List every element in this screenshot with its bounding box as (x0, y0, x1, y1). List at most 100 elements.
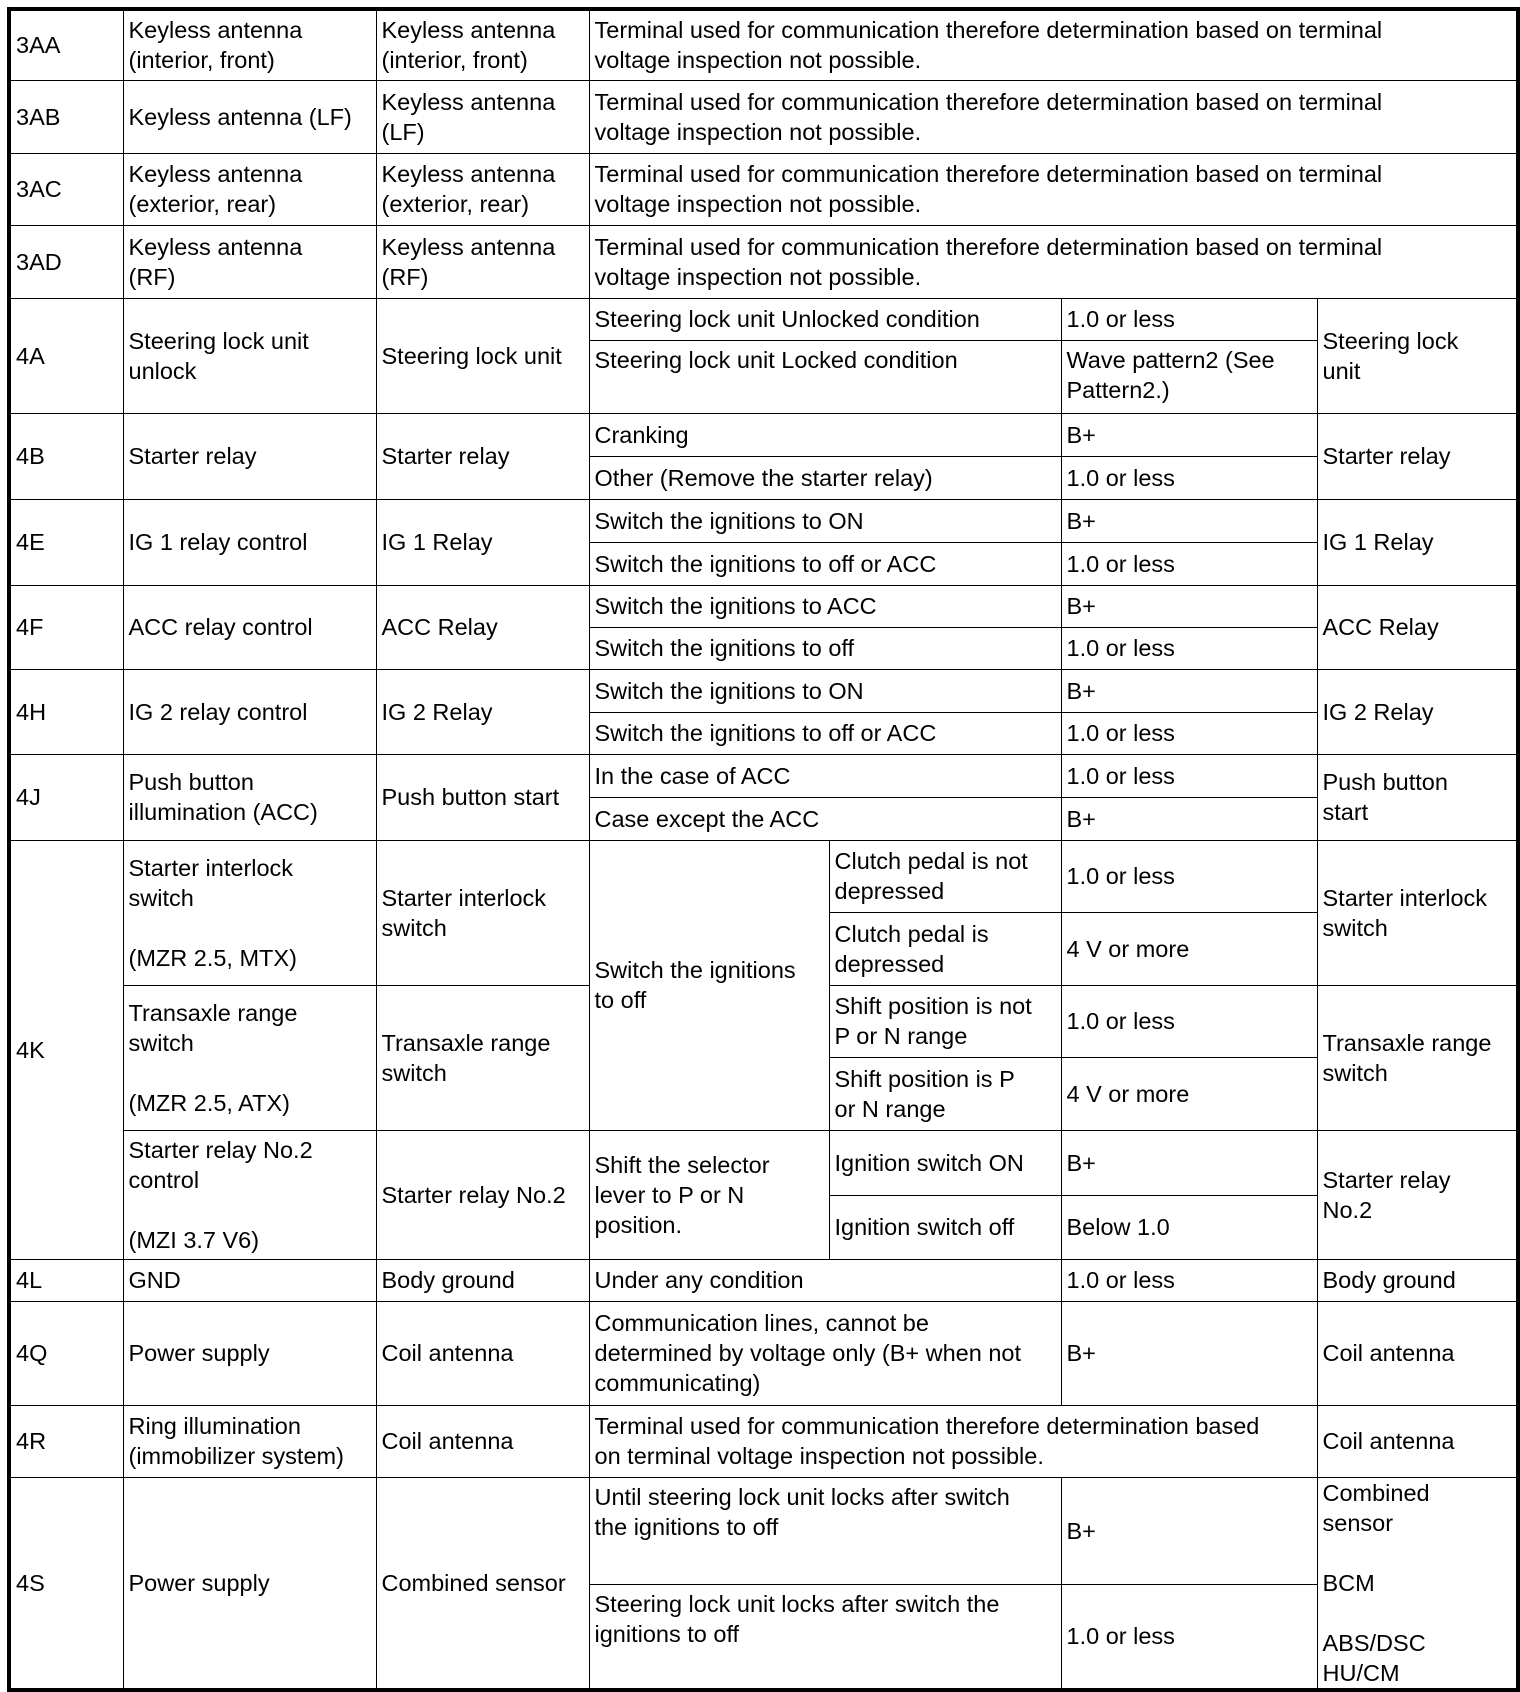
voltage-cell: 1.0 or less (1060, 541, 1318, 586)
inspection-cell: Starter relay (1316, 412, 1519, 500)
connected-to-cell: Keyless antenna (exterior, rear) (375, 152, 590, 226)
table-row: 4E IG 1 relay control IG 1 Relay Switch … (8, 498, 1519, 586)
connected-to-cell: IG 2 Relay (375, 668, 590, 755)
connected-to-cell: Keyless antenna (LF) (375, 79, 590, 154)
terminal-cell: 3AC (8, 152, 124, 226)
table-row: 4A Steering lock unit unlock Steering lo… (8, 297, 1519, 414)
table-row: 4B Starter relay Starter relay Cranking … (8, 412, 1519, 500)
table-row: Transaxle range switch (MZR 2.5, ATX) Tr… (9, 984, 1519, 1131)
table-row: 3AA Keyless antenna (interior, front) Ke… (8, 8, 1519, 81)
case-cell: Shift position is P or N range (828, 1056, 1062, 1131)
connected-to-cell: IG 1 Relay (375, 498, 590, 586)
terminal-cell: 4A (8, 297, 124, 414)
terminal-cell: 4J (8, 753, 124, 841)
voltage-cell: Below 1.0 (1060, 1194, 1318, 1260)
table-row: 4H IG 2 relay control IG 2 Relay Switch … (8, 668, 1519, 755)
voltage-cell: 1.0 or less (1060, 984, 1318, 1058)
voltage-cell: Wave pattern2 (See Pattern2.) (1060, 339, 1318, 414)
condition-cell: Switch the ignitions to off (588, 839, 830, 1131)
table-row: 4F ACC relay control ACC Relay Switch th… (8, 584, 1519, 670)
connected-to-cell: Push button start (375, 753, 590, 841)
signal-cell: Keyless antenna (exterior, rear) (122, 152, 377, 226)
condition-cell: Switch the ignitions to off (588, 626, 1062, 670)
terminal-cell: 4S (8, 1476, 124, 1691)
connected-to-cell: Coil antenna (375, 1404, 590, 1478)
voltage-cell: 1.0 or less (1060, 1258, 1318, 1302)
signal-cell: Starter relay No.2 control (MZI 3.7 V6) (122, 1129, 377, 1260)
terminal-cell: 3AD (8, 224, 124, 299)
voltage-cell: 1.0 or less (1060, 711, 1318, 755)
table-row: 4S Power supply Combined sensor Until st… (8, 1476, 1519, 1691)
condition-cell: In the case of ACC (588, 753, 1062, 798)
connected-to-cell: Combined sensor (375, 1476, 590, 1691)
table-row: 4L GND Body ground Under any condition 1… (8, 1258, 1519, 1302)
table-row: 4K Starter interlock switch (MZR 2.5, MT… (8, 839, 1519, 1260)
condition-cell: Shift the selector lever to P or N posit… (588, 1129, 830, 1260)
condition-cell: Steering lock unit locks after switch th… (588, 1583, 1062, 1691)
signal-cell: Starter interlock switch (MZR 2.5, MTX) (122, 839, 377, 986)
inspection-cell: Transaxle range switch (1316, 984, 1519, 1131)
voltage-cell: B+ (1060, 412, 1318, 457)
signal-cell: Ring illumination (immobilizer system) (122, 1404, 377, 1478)
terminal-cell: 4H (8, 668, 124, 755)
terminal-cell: 4B (8, 412, 124, 500)
table-row: Switch the ignitions to off or ACC 1.0 o… (9, 541, 1518, 586)
table-row: 3AD Keyless antenna (RF) Keyless antenna… (8, 224, 1519, 299)
signal-cell: Transaxle range switch (MZR 2.5, ATX) (122, 984, 377, 1131)
table-row: Steering lock unit locks after switch th… (9, 1583, 1518, 1691)
condition-cell: Case except the ACC (588, 796, 1062, 841)
voltage-cell: 1.0 or less (1060, 1583, 1318, 1691)
inspection-cell: IG 2 Relay (1316, 668, 1519, 755)
inspection-cell: Combined sensor BCM ABS/DSC HU/CM (1316, 1476, 1519, 1691)
signal-cell: IG 1 relay control (122, 498, 377, 586)
terminal-voltage-table: 3AA Keyless antenna (interior, front) Ke… (7, 7, 1520, 1692)
note-cell: Terminal used for communication therefor… (588, 79, 1519, 154)
signal-cell: Keyless antenna (LF) (122, 79, 377, 154)
connected-to-cell: Keyless antenna (interior, front) (375, 8, 590, 81)
voltage-cell: 1.0 or less (1060, 839, 1318, 913)
voltage-cell: 4 V or more (1060, 1056, 1318, 1131)
signal-cell: Push button illumination (ACC) (122, 753, 377, 841)
inspection-cell: Coil antenna (1316, 1300, 1519, 1406)
inspection-cell: IG 1 Relay (1316, 498, 1519, 586)
inspection-cell: Body ground (1316, 1258, 1519, 1302)
connected-to-cell: Keyless antenna (RF) (375, 224, 590, 299)
connected-to-cell: Starter relay No.2 (375, 1129, 590, 1260)
connected-to-cell: Starter interlock switch (375, 839, 590, 986)
condition-cell: Communication lines, cannot be determine… (588, 1300, 1062, 1406)
terminal-cell: 4Q (8, 1300, 124, 1406)
voltage-cell: B+ (1060, 1476, 1318, 1585)
voltage-cell: B+ (1060, 584, 1318, 628)
signal-cell: GND (122, 1258, 377, 1302)
condition-cell: Switch the ignitions to ON (588, 498, 1062, 543)
table-row: Clutch pedal is depressed 4 V or more (9, 911, 1518, 986)
table-row: Case except the ACC B+ (9, 796, 1518, 841)
connected-to-cell: Starter relay (375, 412, 590, 500)
signal-cell: Power supply (122, 1300, 377, 1406)
terminal-cell: 3AA (8, 8, 124, 81)
inspection-cell: Starter relay No.2 (1316, 1129, 1519, 1260)
terminal-cell: 4K (8, 839, 124, 1260)
signal-cell: Starter relay (122, 412, 377, 500)
condition-cell: Until steering lock unit locks after swi… (588, 1476, 1062, 1585)
condition-cell: Switch the ignitions to ACC (588, 584, 1062, 628)
case-cell: Shift position is not P or N range (828, 984, 1062, 1058)
note-cell: Terminal used for communication therefor… (588, 152, 1519, 226)
connected-to-cell: ACC Relay (375, 584, 590, 670)
table-row: Ignition switch off Below 1.0 (9, 1194, 1518, 1260)
table-row: 3AB Keyless antenna (LF) Keyless antenna… (8, 79, 1519, 154)
condition-cell: Steering lock unit Locked condition (588, 339, 1062, 414)
connected-to-cell: Coil antenna (375, 1300, 590, 1406)
inspection-cell: Push button start (1316, 753, 1519, 841)
terminal-cell: 4R (8, 1404, 124, 1478)
table-row: Switch the ignitions to off 1.0 or less (9, 626, 1518, 670)
terminal-cell: 4L (8, 1258, 124, 1302)
connected-to-cell: Body ground (375, 1258, 590, 1302)
case-cell: Clutch pedal is not depressed (828, 839, 1062, 913)
table-row: Other (Remove the starter relay) 1.0 or … (9, 455, 1518, 500)
connected-to-cell: Transaxle range switch (375, 984, 590, 1131)
condition-cell: Switch the ignitions to off or ACC (588, 541, 1062, 586)
condition-cell: Other (Remove the starter relay) (588, 455, 1062, 500)
voltage-cell: B+ (1060, 498, 1318, 543)
signal-cell: ACC relay control (122, 584, 377, 670)
